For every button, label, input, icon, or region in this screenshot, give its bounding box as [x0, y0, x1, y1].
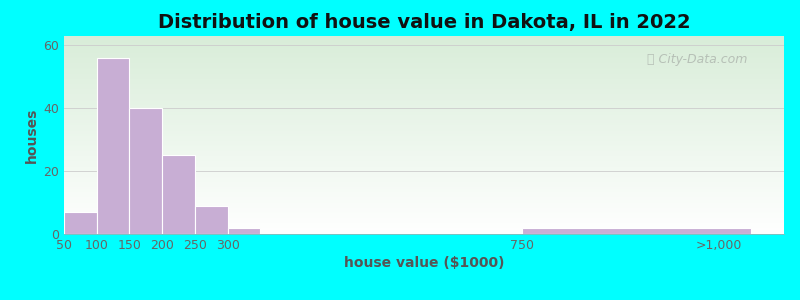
X-axis label: house value ($1000): house value ($1000) [344, 256, 504, 270]
Text: ⓘ City-Data.com: ⓘ City-Data.com [647, 53, 747, 66]
Y-axis label: houses: houses [25, 107, 39, 163]
Bar [195, 206, 228, 234]
Bar [97, 58, 130, 234]
Bar [228, 228, 260, 234]
Bar [130, 108, 162, 234]
Bar [162, 155, 195, 234]
Bar [64, 212, 97, 234]
Bar [522, 228, 751, 234]
Title: Distribution of house value in Dakota, IL in 2022: Distribution of house value in Dakota, I… [158, 13, 690, 32]
